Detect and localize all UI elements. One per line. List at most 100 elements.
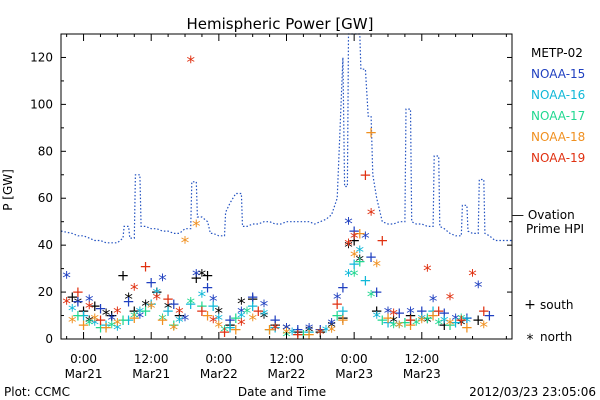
- data-point: *: [198, 287, 207, 307]
- data-point: +: [94, 311, 107, 329]
- x-tick-date: Mar21: [65, 367, 103, 381]
- data-point: *: [243, 304, 252, 324]
- data-point: +: [376, 232, 389, 250]
- data-point: +: [292, 325, 305, 343]
- data-point: *: [389, 313, 398, 333]
- data-point: *: [113, 304, 122, 324]
- data-point: *: [198, 266, 207, 286]
- data-point: +: [449, 314, 462, 332]
- x-tick-time: 0:00: [205, 352, 232, 366]
- legend-entry: NOAA-17: [531, 109, 585, 123]
- data-point: +: [246, 288, 259, 306]
- marker-legend-symbol: +: [524, 297, 536, 313]
- data-point: *: [85, 292, 94, 312]
- data-point: +: [399, 314, 412, 332]
- data-point: *: [446, 316, 455, 336]
- data-point: +: [359, 271, 372, 289]
- data-point: *: [91, 311, 100, 331]
- data-point: +: [303, 325, 316, 343]
- data-point: +: [393, 304, 406, 322]
- data-point: +: [162, 302, 175, 320]
- data-point: +: [337, 278, 350, 296]
- data-point: +: [207, 297, 220, 315]
- data-point: *: [85, 299, 94, 319]
- data-point: +: [246, 290, 259, 308]
- legend-entry: NOAA-16: [531, 88, 585, 102]
- data-point: *: [350, 248, 359, 268]
- data-point: +: [72, 307, 85, 325]
- data-point: +: [128, 309, 141, 327]
- data-point: +: [105, 307, 118, 325]
- data-point: *: [153, 290, 162, 310]
- data-point: *: [215, 311, 224, 331]
- data-point: +: [370, 283, 383, 301]
- y-tick-label: 100: [30, 97, 53, 111]
- data-point: +: [168, 295, 181, 313]
- ovation-legend-label-2: Prime HPI: [526, 222, 584, 236]
- data-point: +: [370, 302, 383, 320]
- data-point: +: [314, 323, 327, 341]
- data-point: *: [440, 313, 449, 333]
- legend: METP-02 NOAA-15 NOAA-16 NOAA-17 NOAA-18 NOAA-…: [531, 46, 585, 165]
- marker-legend-symbol: *: [527, 332, 534, 348]
- data-point: *: [209, 292, 218, 312]
- data-point: *: [107, 311, 116, 331]
- data-point: *: [327, 316, 336, 336]
- x-tick-date: Mar22: [268, 367, 306, 381]
- data-point: *: [175, 313, 184, 333]
- data-point: *: [136, 304, 145, 324]
- data-point: +: [196, 302, 209, 320]
- data-point: +: [269, 311, 282, 329]
- data-point: *: [237, 304, 246, 324]
- data-point: *: [91, 316, 100, 336]
- data-point: *: [384, 304, 393, 324]
- data-point: *: [181, 234, 190, 254]
- data-point: +: [478, 302, 491, 320]
- data-point: +: [303, 323, 316, 341]
- data-point: +: [365, 248, 378, 266]
- data-point: *: [192, 266, 201, 286]
- data-point: *: [85, 316, 94, 336]
- data-point: +: [314, 321, 327, 339]
- data-point: *: [333, 290, 342, 310]
- data-point: *: [344, 266, 353, 286]
- data-point: +: [404, 311, 417, 329]
- data-point: *: [186, 53, 195, 73]
- data-point: *: [418, 311, 427, 331]
- legend-entry: NOAA-15: [531, 67, 585, 81]
- data-point: *: [327, 323, 336, 343]
- data-point: *: [136, 309, 145, 329]
- data-point: +: [196, 297, 209, 315]
- data-point: *: [367, 205, 376, 225]
- data-point: +: [348, 222, 361, 240]
- data-point: +: [224, 316, 237, 334]
- data-point: +: [331, 307, 344, 325]
- data-point: +: [263, 321, 276, 339]
- data-point: *: [271, 320, 280, 340]
- data-point: +: [77, 302, 90, 320]
- y-axis-label: P [GW]: [1, 169, 15, 211]
- x-tick-date: Mar23: [335, 367, 373, 381]
- x-tick-time: 12:00: [134, 352, 169, 366]
- data-point: +: [145, 295, 158, 313]
- data-point: *: [361, 229, 370, 249]
- data-point: *: [288, 325, 297, 345]
- data-point: *: [480, 318, 489, 338]
- legend-entry: NOAA-19: [531, 151, 585, 165]
- data-point: +: [94, 300, 107, 318]
- data-point: +: [201, 267, 214, 285]
- data-point: +: [331, 295, 344, 313]
- x-tick-time: 12:00: [405, 352, 440, 366]
- data-point: +: [139, 257, 152, 275]
- data-point: *: [372, 309, 381, 329]
- y-tick-label: 80: [38, 144, 53, 158]
- data-point: *: [316, 325, 325, 345]
- data-point: *: [130, 280, 139, 300]
- data-point: *: [68, 313, 77, 333]
- footer-left: Plot: CCMC: [4, 385, 70, 399]
- data-point: +: [89, 297, 102, 315]
- data-point: *: [215, 318, 224, 338]
- data-point: +: [77, 316, 90, 334]
- x-tick-date: Mar22: [200, 367, 238, 381]
- data-point: +: [128, 302, 141, 320]
